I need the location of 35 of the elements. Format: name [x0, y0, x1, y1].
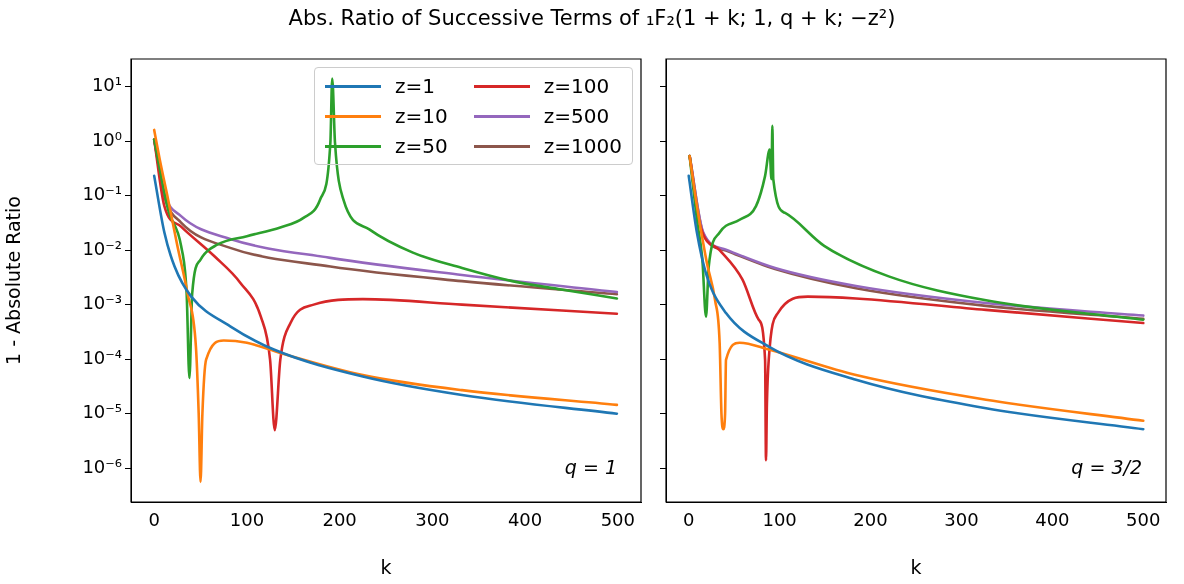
x-tick-label: 200 [322, 509, 357, 531]
x-tick-label: 300 [944, 509, 979, 531]
x-tick-label: 400 [507, 509, 543, 531]
chart-title: Abs. Ratio of Successive Terms of ₁F₂(1 + k; 1, q + k; −z²) [287, 6, 897, 30]
legend-label: z=1000 [543, 134, 622, 158]
x-tick-label: 100 [762, 509, 797, 531]
legend-label: z=50 [395, 134, 448, 158]
y-tick-label: 10⁰ [91, 128, 122, 150]
x-tick-label: 200 [853, 509, 888, 531]
legend-label: z=100 [543, 74, 610, 98]
y-tick-label: 10⁻¹ [82, 183, 122, 205]
x-tick-label: 0 [148, 509, 160, 531]
y-tick-label: 10⁻⁶ [82, 455, 122, 477]
x-axis-title: k [380, 555, 392, 578]
x-tick-label: 100 [229, 509, 265, 531]
y-tick-label: 10⁻² [82, 237, 122, 259]
y-axis-title: 1 - Absolute Ratio [2, 196, 25, 365]
line-series [152, 128, 619, 484]
annotation: q = 3/2 [1071, 456, 1142, 478]
y-tick-label: 10⁻⁴ [82, 346, 122, 368]
x-axis-title: k [910, 555, 922, 578]
annotation: q = 1 [564, 456, 617, 478]
x-tick-label: 500 [1126, 509, 1161, 531]
line-series [152, 174, 619, 415]
x-tick-label: 400 [1035, 509, 1070, 531]
x-tick-label: 300 [415, 509, 450, 531]
x-tick-label: 0 [683, 509, 695, 531]
x-tick-label: 500 [600, 509, 635, 531]
legend-label: z=10 [395, 104, 448, 128]
line-series [152, 77, 619, 380]
y-tick-label: 10⁻⁵ [82, 401, 122, 423]
legend-label: z=1 [395, 74, 435, 98]
legend-label: z=500 [543, 104, 610, 128]
y-tick-label: 10¹ [91, 74, 122, 96]
y-tick-label: 10⁻³ [82, 292, 122, 314]
